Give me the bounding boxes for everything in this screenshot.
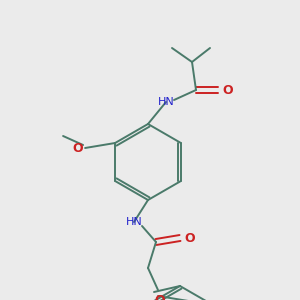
Text: O: O	[184, 232, 195, 244]
Text: O: O	[73, 142, 83, 154]
Text: HN: HN	[126, 217, 142, 227]
Text: HN: HN	[158, 97, 174, 107]
Text: O: O	[222, 83, 232, 97]
Text: O: O	[155, 294, 165, 300]
